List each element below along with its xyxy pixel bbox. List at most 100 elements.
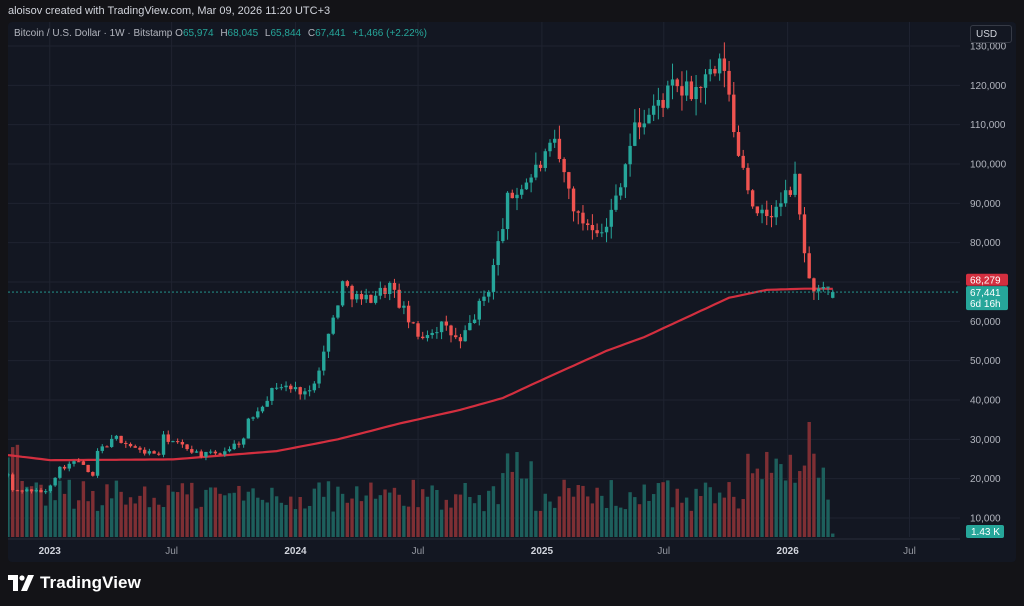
candle-body xyxy=(670,79,675,86)
volume-bar xyxy=(359,501,364,537)
currency-button[interactable]: USD xyxy=(970,25,1012,43)
high-label: H xyxy=(220,28,228,39)
candle-body xyxy=(520,189,524,195)
volume-bar xyxy=(831,533,835,537)
candle-body xyxy=(515,194,519,199)
candle-body xyxy=(727,70,731,95)
candle-body xyxy=(524,182,529,190)
candle-body xyxy=(491,265,496,292)
volume-bar xyxy=(590,503,595,537)
candle-body xyxy=(430,332,434,336)
candle-body xyxy=(279,387,284,389)
volume-bar xyxy=(557,496,562,537)
volume-bar xyxy=(406,506,411,537)
price-tick-label: 100,000 xyxy=(970,160,1007,171)
volume-bar xyxy=(576,485,580,537)
price-tick-label: 10,000 xyxy=(970,514,1001,525)
candle-body xyxy=(312,383,317,391)
volume-bar xyxy=(204,489,208,537)
volume-bar xyxy=(227,493,232,537)
open-value: 65,974 xyxy=(182,28,214,39)
volume-bar xyxy=(444,499,448,537)
candle-body xyxy=(340,281,345,306)
candle-body xyxy=(501,229,505,242)
volume-bar xyxy=(722,497,727,537)
volume-bar xyxy=(421,489,425,537)
volume-bar xyxy=(661,482,665,537)
volume-bar xyxy=(213,487,218,537)
volume-bar xyxy=(713,503,717,537)
volume-bar xyxy=(312,488,317,537)
candle-body xyxy=(651,105,656,115)
footer-brand[interactable]: TradingView xyxy=(8,570,141,596)
volume-bar xyxy=(298,497,302,537)
candle-body xyxy=(694,86,698,100)
volume-bar xyxy=(496,504,500,537)
volume-bar xyxy=(741,499,745,537)
volume-bar xyxy=(76,500,81,537)
candle-body xyxy=(345,281,350,286)
volume-bar xyxy=(736,508,741,537)
candle-body xyxy=(472,319,477,323)
close-label: C xyxy=(307,28,316,39)
volume-bar xyxy=(340,493,345,537)
volume-bar xyxy=(11,447,15,537)
volume-bar xyxy=(270,487,274,537)
volume-bar xyxy=(289,496,293,537)
volume-bar xyxy=(765,451,769,537)
volume-bar xyxy=(666,480,670,537)
price-chart[interactable]: 130,000 120,000 110,000 100,000 90,000 80,000… xyxy=(8,22,1016,562)
candle-body xyxy=(628,145,632,165)
volume-tag-text: 1.43 K xyxy=(971,527,1000,538)
candle-body xyxy=(661,99,665,108)
volume-bar xyxy=(345,502,350,537)
volume-bar xyxy=(72,508,76,537)
candle-body xyxy=(322,351,326,371)
candle-body xyxy=(25,489,29,492)
low-value: 65,844 xyxy=(270,28,302,39)
volume-bar xyxy=(515,452,519,537)
candle-body xyxy=(147,451,152,454)
open-label: O xyxy=(175,28,183,39)
candle-body xyxy=(336,305,340,318)
attribution-bar: aloisov created with TradingView.com, Ma… xyxy=(0,0,1024,22)
candle-body xyxy=(703,74,708,88)
volume-bar xyxy=(807,422,811,537)
volume-bar xyxy=(100,505,104,537)
candle-body xyxy=(807,253,811,279)
volume-bar xyxy=(95,510,100,537)
moving-average-line xyxy=(8,287,833,462)
volume-bar xyxy=(260,499,265,537)
volume-bar xyxy=(618,507,623,537)
candle-body xyxy=(119,435,123,443)
price-tick-label: 60,000 xyxy=(970,317,1001,328)
candle-body xyxy=(788,190,793,195)
volume-bar xyxy=(779,464,783,537)
candle-body xyxy=(642,123,646,128)
candle-body xyxy=(487,291,491,297)
candle-body xyxy=(798,173,802,215)
chart-area[interactable]: 130,000 120,000 110,000 100,000 90,000 80,000… xyxy=(8,22,1016,562)
volume-bar xyxy=(581,485,585,537)
volume-bar xyxy=(505,453,510,537)
candle-body xyxy=(623,164,628,188)
candle-body xyxy=(618,187,623,196)
candle-body xyxy=(171,441,175,443)
volume-bar xyxy=(378,495,383,537)
candle-body xyxy=(510,192,514,199)
candle-body xyxy=(383,287,387,295)
volume-bar xyxy=(175,492,180,537)
candle-body xyxy=(157,453,161,455)
volume-bar xyxy=(633,497,637,537)
time-tick-label: 2026 xyxy=(777,546,800,557)
candle-body xyxy=(765,209,769,217)
candle-body xyxy=(793,173,797,195)
candle-body xyxy=(581,212,585,224)
price-tick-label: 40,000 xyxy=(970,396,1001,407)
volume-bar xyxy=(20,481,24,537)
volume-bar xyxy=(774,458,778,537)
volume-bar xyxy=(336,486,340,537)
volume-bar xyxy=(29,486,34,537)
candle-body xyxy=(133,446,137,448)
candle-body xyxy=(326,333,331,352)
